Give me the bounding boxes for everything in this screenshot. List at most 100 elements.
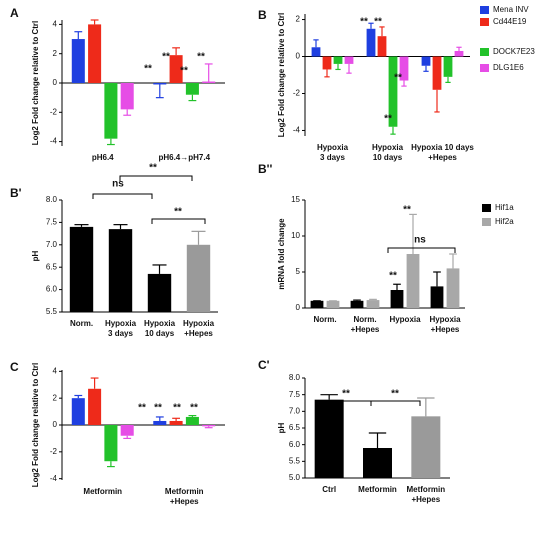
- y-tick-label: -2: [293, 89, 301, 98]
- bar: [314, 399, 344, 478]
- legend-label: DLG1E6: [493, 63, 524, 72]
- y-tick-label: 2: [53, 49, 58, 58]
- y-axis-label: pH: [277, 422, 286, 433]
- bar: [71, 398, 85, 425]
- bar: [169, 420, 183, 425]
- y-tick-label: 6.0: [46, 285, 58, 294]
- bar: [443, 56, 453, 77]
- annotation: **: [180, 66, 188, 77]
- y-tick-label: 2: [53, 393, 58, 402]
- legend-label: Mena INV: [493, 5, 529, 14]
- x-tick-label: Hypoxia: [317, 143, 349, 152]
- y-tick-label: 10: [291, 231, 300, 240]
- bar: [344, 56, 354, 64]
- annotation: **: [162, 52, 170, 63]
- bar: [169, 55, 183, 83]
- x-tick-label: +Hepes: [351, 325, 380, 334]
- panel-label: B': [10, 186, 22, 200]
- annotation: ns: [414, 235, 426, 246]
- y-axis-label: Log2 Fold change relative to Ctrl: [31, 21, 40, 145]
- annotation: **: [190, 403, 198, 414]
- x-tick-label: pH6.4: [92, 153, 114, 162]
- x-tick-label: pH6.4→pH7.4: [158, 153, 210, 162]
- bar: [147, 273, 172, 312]
- bar: [153, 83, 167, 85]
- legend-label: Cd44E19: [493, 17, 527, 26]
- x-tick-label: +Hepes: [184, 329, 213, 338]
- y-tick-label: 0: [296, 303, 301, 312]
- bar: [202, 81, 216, 83]
- bracket: [92, 193, 153, 199]
- y-tick-label: 7.0: [289, 406, 301, 415]
- bar: [421, 56, 431, 66]
- bar: [350, 300, 364, 308]
- y-tick-label: 5.5: [289, 456, 301, 465]
- bar: [202, 425, 216, 427]
- bar: [88, 24, 102, 84]
- legend-swatch: [482, 218, 491, 226]
- panel-label: B: [258, 8, 267, 22]
- bar: [390, 290, 404, 308]
- x-tick-label: Metformin: [406, 485, 445, 494]
- y-tick-label: 15: [291, 195, 300, 204]
- bar: [69, 226, 94, 312]
- y-tick-label: 5.5: [46, 307, 58, 316]
- bar: [366, 28, 376, 57]
- panel-label: C': [258, 358, 270, 372]
- x-tick-label: Hypoxia: [389, 315, 421, 324]
- y-tick-label: 5: [296, 267, 301, 276]
- legend-swatch: [480, 48, 489, 56]
- bar: [104, 83, 118, 139]
- y-tick-label: 0: [53, 420, 58, 429]
- x-tick-label: +Hepes: [428, 153, 457, 162]
- x-tick-label: +Hepes: [431, 325, 460, 334]
- x-tick-label: Norm.: [313, 315, 336, 324]
- x-tick-label: +Hepes: [170, 497, 199, 506]
- x-tick-label: Norm.: [353, 315, 376, 324]
- bar: [186, 244, 211, 312]
- bar: [322, 56, 332, 70]
- annotation: **: [403, 205, 411, 216]
- annotation: **: [384, 114, 392, 125]
- y-tick-label: 6.5: [289, 423, 301, 432]
- bar: [399, 56, 409, 81]
- bar: [446, 268, 460, 308]
- x-tick-label: Metformin: [358, 485, 397, 494]
- bar: [153, 420, 167, 425]
- annotation: **: [374, 17, 382, 28]
- annotation: **: [149, 163, 157, 174]
- y-tick-label: 7.0: [46, 240, 58, 249]
- bar: [120, 83, 134, 110]
- y-tick-label: -2: [50, 107, 58, 116]
- x-tick-label: Norm.: [70, 319, 93, 328]
- bar: [377, 36, 387, 57]
- legend-swatch: [480, 64, 489, 72]
- y-axis-label: mRNA fold change: [277, 218, 286, 290]
- bar: [120, 425, 134, 436]
- annotation: **: [391, 389, 399, 400]
- annotation: **: [173, 403, 181, 414]
- bar: [326, 300, 340, 308]
- x-tick-label: Metformin: [165, 487, 204, 496]
- annotation: ns: [112, 179, 124, 190]
- bar: [454, 50, 464, 57]
- x-tick-label: Ctrl: [322, 485, 336, 494]
- y-tick-label: -4: [50, 474, 58, 483]
- y-tick-label: 0: [296, 52, 301, 61]
- y-tick-label: -4: [50, 137, 58, 146]
- bar: [71, 39, 85, 83]
- y-tick-label: 8.0: [289, 373, 301, 382]
- y-tick-label: -4: [293, 126, 301, 135]
- bar: [104, 425, 118, 462]
- bar: [185, 83, 199, 95]
- x-tick-label: Hypoxia: [183, 319, 215, 328]
- y-tick-label: 6.5: [46, 262, 58, 271]
- bar: [411, 416, 441, 478]
- x-tick-label: Metformin: [83, 487, 122, 496]
- y-axis-label: pH: [31, 250, 40, 261]
- x-tick-label: 3 days: [108, 329, 133, 338]
- bracket: [119, 175, 193, 181]
- x-tick-label: Hypoxia: [372, 143, 404, 152]
- x-tick-label: Hypoxia 10 days: [411, 143, 474, 152]
- annotation: **: [174, 207, 182, 218]
